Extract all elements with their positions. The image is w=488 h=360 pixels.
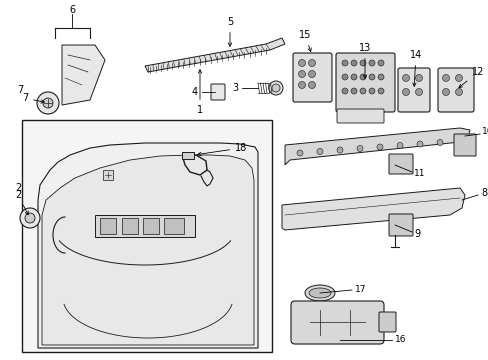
Circle shape — [25, 213, 35, 223]
Circle shape — [377, 60, 383, 66]
Circle shape — [298, 71, 305, 77]
Circle shape — [341, 74, 347, 80]
Text: 5: 5 — [226, 17, 233, 46]
Circle shape — [37, 92, 59, 114]
FancyBboxPatch shape — [388, 154, 412, 174]
FancyBboxPatch shape — [290, 301, 383, 344]
Circle shape — [316, 148, 323, 154]
Text: 4: 4 — [191, 87, 198, 97]
Circle shape — [341, 60, 347, 66]
Bar — [95, 215, 195, 237]
Circle shape — [377, 88, 383, 94]
Circle shape — [442, 89, 448, 95]
Text: 7: 7 — [17, 85, 23, 95]
Circle shape — [454, 75, 462, 81]
Text: 13: 13 — [358, 43, 370, 78]
Circle shape — [415, 89, 422, 95]
Text: 2: 2 — [15, 183, 21, 193]
Text: 17: 17 — [354, 284, 366, 293]
Circle shape — [368, 60, 374, 66]
Bar — [182, 152, 194, 159]
Bar — [103, 170, 113, 180]
FancyBboxPatch shape — [378, 312, 395, 332]
Bar — [142, 218, 159, 234]
Polygon shape — [38, 143, 258, 348]
Text: 18: 18 — [197, 143, 247, 156]
Circle shape — [402, 75, 408, 81]
FancyBboxPatch shape — [335, 53, 394, 112]
Bar — [22, 120, 271, 352]
Circle shape — [359, 60, 365, 66]
Circle shape — [368, 74, 374, 80]
Circle shape — [376, 144, 382, 150]
Circle shape — [298, 81, 305, 89]
Bar — [100, 218, 116, 234]
Circle shape — [350, 88, 356, 94]
Polygon shape — [282, 188, 464, 230]
Circle shape — [359, 74, 365, 80]
FancyBboxPatch shape — [210, 84, 224, 100]
Circle shape — [442, 75, 448, 81]
Circle shape — [402, 89, 408, 95]
Text: 1: 1 — [197, 70, 203, 115]
Text: 2: 2 — [15, 190, 28, 215]
Circle shape — [368, 88, 374, 94]
Bar — [163, 218, 183, 234]
FancyBboxPatch shape — [453, 134, 475, 156]
Text: 12: 12 — [458, 67, 484, 88]
Text: 14: 14 — [409, 50, 421, 86]
Text: 16: 16 — [394, 336, 406, 345]
Circle shape — [415, 75, 422, 81]
Circle shape — [396, 143, 402, 148]
Polygon shape — [42, 155, 253, 345]
Circle shape — [356, 145, 362, 152]
Text: 15: 15 — [298, 30, 310, 51]
Ellipse shape — [305, 285, 334, 301]
Circle shape — [308, 81, 315, 89]
FancyBboxPatch shape — [388, 214, 412, 236]
Ellipse shape — [308, 288, 330, 298]
Circle shape — [436, 139, 442, 145]
Text: 11: 11 — [413, 170, 425, 179]
Circle shape — [359, 88, 365, 94]
Circle shape — [296, 150, 303, 156]
Circle shape — [298, 59, 305, 67]
FancyBboxPatch shape — [292, 53, 331, 102]
Circle shape — [350, 60, 356, 66]
Circle shape — [350, 74, 356, 80]
Text: 10: 10 — [481, 127, 488, 136]
Text: 3: 3 — [231, 83, 238, 93]
Circle shape — [341, 88, 347, 94]
FancyBboxPatch shape — [336, 109, 383, 123]
Circle shape — [336, 147, 342, 153]
Circle shape — [20, 208, 40, 228]
FancyBboxPatch shape — [437, 68, 473, 112]
Circle shape — [308, 71, 315, 77]
Text: 6: 6 — [69, 5, 75, 15]
Polygon shape — [285, 128, 469, 165]
Circle shape — [43, 98, 53, 108]
Text: 8: 8 — [480, 188, 486, 198]
Polygon shape — [62, 45, 105, 105]
Polygon shape — [145, 38, 285, 72]
Circle shape — [308, 59, 315, 67]
Circle shape — [454, 89, 462, 95]
Text: 9: 9 — [413, 229, 419, 239]
Circle shape — [268, 81, 283, 95]
Text: 7: 7 — [22, 93, 44, 103]
Circle shape — [271, 84, 280, 92]
Bar — [122, 218, 138, 234]
FancyBboxPatch shape — [397, 68, 429, 112]
Circle shape — [416, 141, 422, 147]
Circle shape — [377, 74, 383, 80]
